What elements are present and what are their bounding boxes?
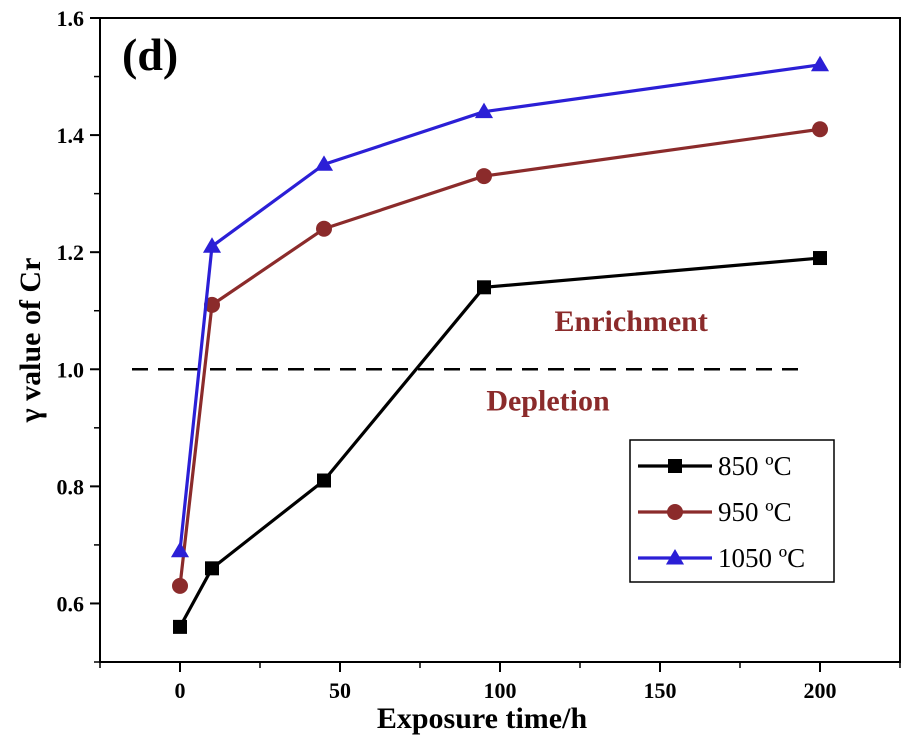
- y-tick-label: 0.8: [57, 474, 85, 499]
- y-tick-label: 0.6: [57, 591, 85, 616]
- data-point: [314, 155, 334, 171]
- data-point: [172, 577, 188, 594]
- legend-label: 950 ºC: [718, 497, 792, 527]
- series-3: [170, 55, 830, 558]
- x-tick-label: 100: [484, 678, 517, 703]
- ticks-layer: 0 50 100 150 200 0.6 0.8 1.0 1.2 1.4 1.6: [57, 6, 901, 703]
- data-point: [205, 561, 219, 576]
- legend-item: 1050 ºC: [638, 543, 805, 573]
- y-axis-title: γ value of Cr: [14, 258, 47, 424]
- data-point: [317, 473, 331, 488]
- data-point: [170, 541, 190, 558]
- data-point: [474, 102, 494, 119]
- legend-label: 1050 ºC: [718, 543, 805, 573]
- panel-label: (d): [122, 29, 178, 80]
- legend-item: 850 ºC: [638, 451, 792, 481]
- x-tick-label: 200: [804, 678, 837, 703]
- legend-marker: [668, 459, 682, 473]
- y-tick-label: 1.2: [57, 240, 85, 265]
- data-point: [812, 121, 828, 138]
- legend-marker: [665, 548, 685, 565]
- legend-item: 950 ºC: [638, 497, 792, 527]
- x-tick-label: 50: [329, 678, 351, 703]
- y-tick-label: 1.0: [57, 357, 85, 382]
- series-layer: [170, 55, 830, 634]
- data-point: [202, 237, 222, 253]
- data-point: [476, 168, 492, 185]
- x-tick-label: 0: [175, 678, 186, 703]
- series-2: [172, 121, 828, 594]
- x-tick-label: 150: [644, 678, 677, 703]
- data-point: [810, 55, 830, 72]
- annotation-layer: Enrichment Depletion: [486, 305, 708, 417]
- data-point: [316, 220, 332, 237]
- y-tick-label: 1.6: [57, 6, 85, 31]
- data-point: [173, 619, 187, 634]
- legend-items: 850 ºC 950 ºC 1050 ºC: [638, 451, 805, 573]
- legend: 850 ºC 950 ºC 1050 ºC: [629, 439, 835, 583]
- series-1: [173, 251, 827, 634]
- y-tick-label: 1.4: [57, 123, 85, 148]
- annotation-enrichment: Enrichment: [555, 305, 708, 338]
- data-point: [477, 280, 491, 295]
- legend-marker: [667, 504, 683, 520]
- legend-label: 850 ºC: [718, 451, 792, 481]
- data-point: [204, 296, 220, 313]
- annotation-depletion: Depletion: [486, 384, 610, 417]
- data-point: [813, 251, 827, 266]
- x-axis-title: Exposure time/h: [377, 702, 588, 735]
